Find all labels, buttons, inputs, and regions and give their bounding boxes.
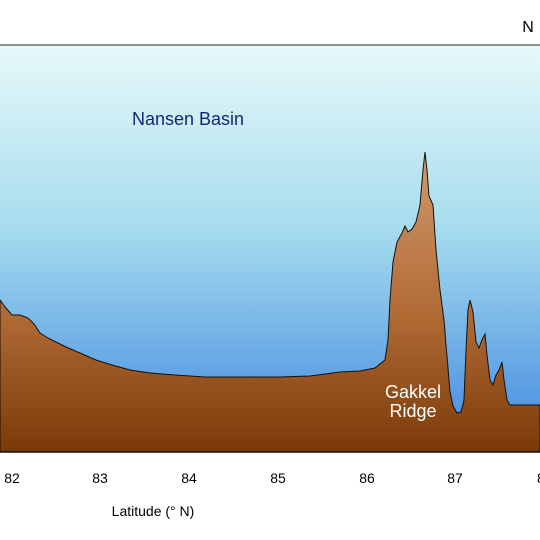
ridge-label-line2: Ridge xyxy=(389,401,436,421)
x-tick-label: 85 xyxy=(270,470,286,486)
x-axis-label: Latitude (° N) xyxy=(112,503,195,519)
x-tick-label: 86 xyxy=(359,470,375,486)
x-tick-label: 87 xyxy=(447,470,463,486)
top-band xyxy=(0,0,540,45)
x-tick-label: 84 xyxy=(181,470,197,486)
x-tick-label: 82 xyxy=(4,470,20,486)
corner-label: N xyxy=(522,19,534,36)
basin-label: Nansen Basin xyxy=(132,109,244,129)
ridge-label-line1: Gakkel xyxy=(385,382,441,402)
seafloor-profile xyxy=(0,151,540,453)
x-tick-label: 83 xyxy=(92,470,108,486)
x-tick-label: 8 xyxy=(537,470,540,486)
